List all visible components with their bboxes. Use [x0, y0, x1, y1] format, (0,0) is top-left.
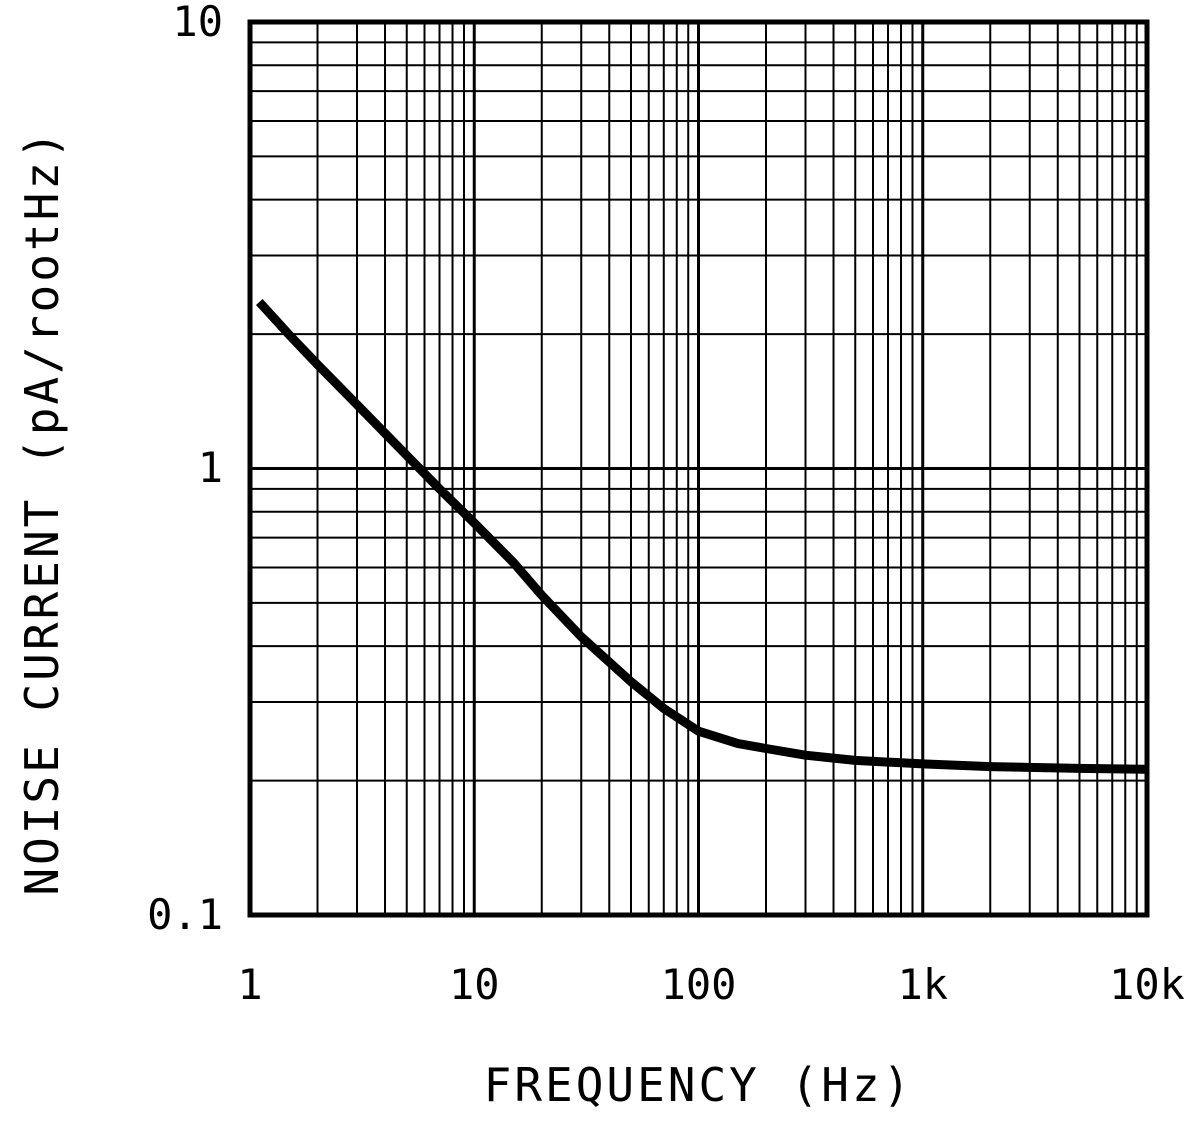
y-tick-label-1: 1: [197, 443, 223, 492]
x-tick-label-1: 1: [237, 960, 263, 1009]
x-tick-label-10: 10: [448, 960, 500, 1009]
x-tick-label-1k: 1k: [897, 960, 949, 1009]
plot-border: [247, 19, 1150, 918]
noise-current-curve: [255, 298, 1148, 774]
y-tick-label-10: 10: [172, 0, 223, 46]
x-axis-title: FREQUENCY (Hz): [483, 1058, 914, 1112]
x-tick-label-10k: 10k: [1109, 960, 1184, 1009]
y-axis-title: NOISE CURRENT (pA/rootHz): [15, 128, 69, 896]
y-tick-label-0-1: 0.1: [147, 890, 223, 939]
x-tick-label-100: 100: [660, 960, 737, 1009]
